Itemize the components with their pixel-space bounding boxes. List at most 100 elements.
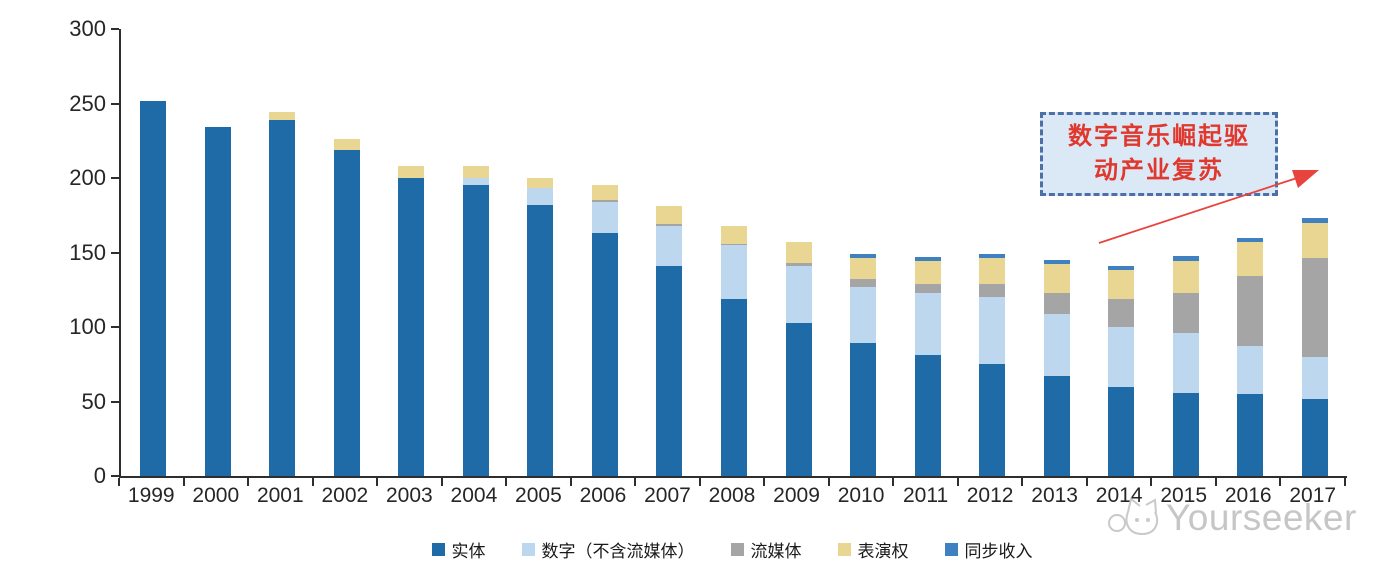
bar-segment-physical <box>1043 376 1070 476</box>
bar-segment-digital-excl-streaming <box>591 201 618 234</box>
bar-segment-physical <box>656 265 683 476</box>
x-axis-tick-mark <box>827 478 830 486</box>
bar-segment-sync-revenue <box>850 254 877 259</box>
bar-segment-sync-revenue <box>1301 218 1328 223</box>
cat-logo-icon <box>1108 497 1159 536</box>
x-axis-tick-mark <box>182 478 185 486</box>
bar-segment-streaming <box>914 283 941 293</box>
x-axis-tick-mark <box>1279 478 1282 486</box>
y-axis-tick-mark <box>111 102 119 105</box>
bar-segment-performance-rights <box>979 258 1006 284</box>
annotation-box: 数字音乐崛起驱 动产业复苏 <box>1040 112 1278 196</box>
bar-segment-digital-excl-streaming <box>979 297 1006 365</box>
y-axis-tick-label: 100 <box>69 314 106 339</box>
y-axis-tick-label: 200 <box>69 165 106 190</box>
bar-segment-physical <box>140 100 167 476</box>
legend-item-sync-revenue: 同步收入 <box>944 537 1033 562</box>
bar-2010 <box>850 254 877 476</box>
bar-segment-performance-rights <box>721 225 747 244</box>
annotation-text-line1: 数字音乐崛起驱 <box>1068 123 1250 150</box>
y-axis-tick-mark <box>111 475 119 477</box>
bar-segment-streaming <box>1237 276 1264 347</box>
x-axis-tick-label: 2006 <box>579 484 627 507</box>
bar-2002 <box>333 139 360 476</box>
x-axis-tick-label: 2012 <box>966 484 1014 507</box>
bar-segment-physical <box>979 364 1006 476</box>
bar-2001 <box>269 112 296 476</box>
bar-2012 <box>979 254 1006 476</box>
bar-segment-performance-rights <box>527 178 554 189</box>
bar-segment-streaming <box>591 200 618 202</box>
legend-swatch-digital-excl-streaming <box>521 543 535 556</box>
bar-segment-streaming <box>721 243 747 246</box>
watermark-text: Yourseeker <box>1166 497 1357 538</box>
bar-2003 <box>398 166 425 476</box>
bar-segment-physical <box>1301 398 1328 476</box>
x-axis-tick-label: 2015 <box>1160 484 1208 507</box>
x-axis-tick-label: 2003 <box>386 484 433 507</box>
legend-item-performance-rights: 表演权 <box>837 537 909 562</box>
x-axis-tick-label: 2005 <box>515 484 562 507</box>
legend-swatch-performance-rights <box>837 543 851 556</box>
y-axis-tick-mark <box>111 251 119 254</box>
bar-segment-streaming <box>979 283 1006 298</box>
bar-segment-digital-excl-streaming <box>656 225 683 266</box>
bar-2011 <box>914 256 941 476</box>
bar-segment-sync-revenue <box>914 256 941 262</box>
bar-2013 <box>1043 259 1070 476</box>
x-axis-tick-label: 2000 <box>192 484 240 507</box>
bar-segment-physical <box>527 204 554 476</box>
bar-segment-performance-rights <box>1237 242 1264 277</box>
bar-segment-physical <box>462 185 489 476</box>
x-axis-tick-mark <box>763 478 766 486</box>
bar-segment-digital-excl-streaming <box>1043 313 1070 377</box>
legend: 实体 数字（不含流媒体） 流媒体 表演权 同步收入 <box>119 537 1345 562</box>
x-axis-tick-label: 2013 <box>1031 484 1078 507</box>
bar-segment-digital-excl-streaming <box>1301 356 1328 399</box>
bar-segment-performance-rights <box>1043 264 1070 293</box>
x-axis-tick-mark <box>1085 478 1088 486</box>
x-axis-tick-mark <box>311 478 314 486</box>
bar-segment-physical <box>850 343 877 476</box>
bar-1999 <box>140 100 167 476</box>
x-axis-tick-mark <box>118 478 120 486</box>
bar-segment-physical <box>1108 386 1135 476</box>
legend-item-streaming: 流媒体 <box>730 537 802 562</box>
bar-segment-streaming <box>850 279 877 287</box>
x-axis-tick-label: 2009 <box>773 484 820 507</box>
x-axis-tick-label: 2017 <box>1289 484 1337 507</box>
watermark: Yourseeker <box>1104 494 1357 542</box>
bar-segment-performance-rights <box>398 166 425 178</box>
bar-2017 <box>1301 218 1328 476</box>
bar-segment-performance-rights <box>462 166 489 179</box>
x-axis-tick-mark <box>956 478 959 486</box>
legend-label-streaming: 流媒体 <box>750 542 802 561</box>
x-axis-tick-mark <box>1214 478 1217 486</box>
x-axis-tick-mark <box>247 478 250 486</box>
legend-swatch-physical <box>431 543 445 556</box>
bar-segment-digital-excl-streaming <box>462 178 489 186</box>
bar-segment-physical <box>591 233 618 476</box>
x-axis-tick-label: 2007 <box>644 484 691 507</box>
x-axis-tick-label: 2010 <box>837 484 885 507</box>
bar-segment-streaming <box>1172 292 1199 333</box>
bar-2014 <box>1108 265 1135 476</box>
x-axis-tick-mark <box>634 478 637 486</box>
bar-segment-physical <box>785 322 812 476</box>
x-axis-tick-label: 2011 <box>902 484 949 507</box>
x-axis-tick-mark <box>1021 478 1024 486</box>
y-axis-tick-label: 0 <box>93 463 106 488</box>
bar-segment-streaming <box>1043 292 1070 314</box>
bar-segment-digital-excl-streaming <box>1172 332 1199 393</box>
legend-label-sync-revenue: 同步收入 <box>964 542 1033 561</box>
bar-2007 <box>656 206 683 476</box>
x-axis-tick-mark <box>698 478 701 486</box>
bar-segment-streaming <box>785 262 812 266</box>
bar-segment-performance-rights <box>914 261 941 284</box>
x-axis-tick-mark <box>569 478 572 486</box>
bar-segment-performance-rights <box>785 242 812 263</box>
bar-segment-sync-revenue <box>1043 259 1070 265</box>
y-axis-tick-mark <box>111 177 119 179</box>
bar-segment-physical <box>721 298 747 476</box>
bar-segment-physical <box>914 355 941 476</box>
